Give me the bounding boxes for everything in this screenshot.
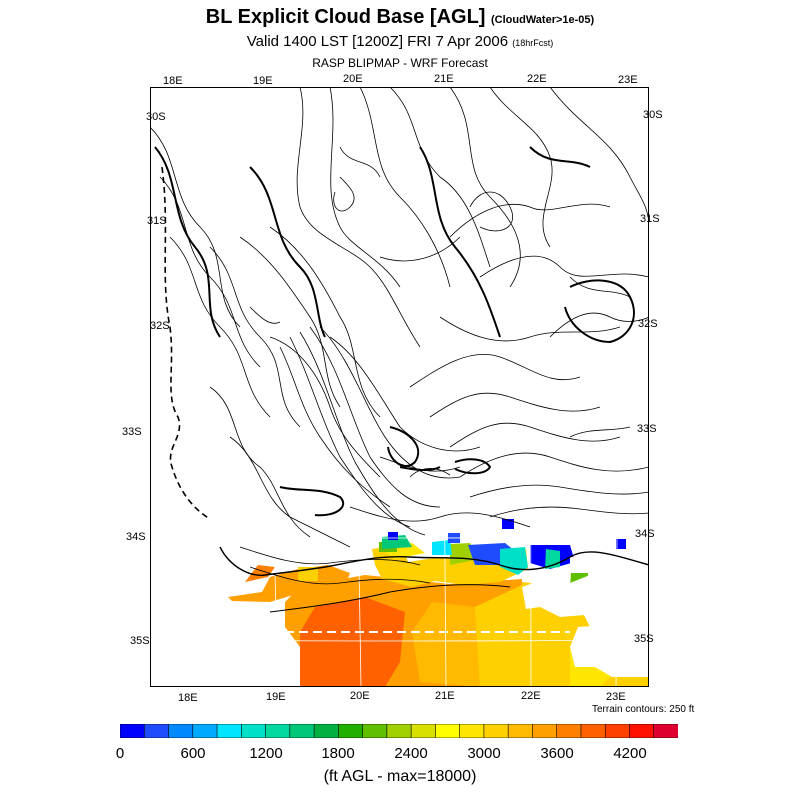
colorbar-swatch — [143, 724, 170, 738]
lon-bottom-22e: 22E — [521, 690, 541, 702]
colorbar-swatch — [386, 724, 412, 738]
dashed-contours — [161, 166, 211, 520]
colorbar-swatch — [483, 724, 509, 738]
lon-top-23e: 23E — [618, 74, 638, 86]
lat-left-33s: 33S — [122, 426, 142, 438]
colorbar-swatch — [459, 724, 485, 738]
forecast-map — [150, 87, 649, 687]
colorbar-swatch — [289, 724, 315, 738]
colorbar-swatch — [265, 724, 291, 738]
colorbar-swatch — [653, 724, 678, 738]
colorbar-swatch — [313, 724, 339, 738]
lon-bottom-21e: 21E — [435, 690, 455, 702]
colorbar-swatch — [192, 724, 218, 738]
lon-top-22e: 22E — [527, 73, 547, 85]
lon-top-20e: 20E — [343, 73, 363, 85]
source-label: RASP BLIPMAP - WRF Forecast — [312, 56, 488, 70]
colorbar-swatch — [168, 724, 194, 738]
lon-top-19e: 19E — [253, 75, 273, 87]
valid-note: (18hrFcst) — [512, 38, 554, 48]
lon-top-18e: 18E — [163, 75, 183, 87]
bold-contours — [154, 146, 635, 517]
lat-left-35s: 35S — [130, 635, 150, 647]
lat-right-34s: 34S — [635, 528, 655, 540]
lat-right-31s: 31S — [640, 213, 660, 225]
no-cloud-areas — [522, 557, 649, 677]
valid-time: Valid 1400 LST [1200Z] FRI 7 Apr 2006 (1… — [0, 33, 800, 50]
lon-bottom-19e: 19E — [266, 691, 286, 703]
lat-right-30s: 30S — [643, 109, 663, 121]
lat-left-31s: 31S — [147, 215, 167, 227]
lat-right-35s: 35S — [634, 633, 654, 645]
colorbar-label-3600: 3600 — [540, 745, 574, 762]
colorbar-label-600: 600 — [180, 745, 206, 762]
colorbar-label-3000: 3000 — [467, 745, 501, 762]
colorbar-swatch — [216, 724, 242, 738]
map-frame — [150, 87, 649, 687]
chart-title: BL Explicit Cloud Base [AGL] (CloudWater… — [0, 6, 800, 29]
title-text: BL Explicit Cloud Base [AGL] — [205, 6, 486, 28]
colorbar-label-4200: 4200 — [613, 745, 647, 762]
colorbar-swatch — [532, 724, 558, 738]
lat-left-30s: 30S — [146, 111, 166, 123]
colorbar-swatch — [580, 724, 606, 738]
colorbar-swatch — [120, 724, 145, 738]
lat-left-34s: 34S — [126, 531, 146, 543]
terrain-contours — [150, 87, 649, 585]
colorbar-swatch — [338, 724, 364, 738]
colorbar-swatch — [507, 724, 534, 738]
valid-text: Valid 1400 LST [1200Z] FRI 7 Apr 2006 — [246, 33, 509, 50]
colorbar-swatch — [241, 724, 267, 738]
colorbar-swatch — [410, 724, 436, 738]
color-bar — [120, 724, 678, 738]
colorbar-swatch — [362, 724, 388, 738]
lon-bottom-23e: 23E — [606, 691, 626, 703]
lon-top-21e: 21E — [434, 73, 454, 85]
colorbar-label-2400: 2400 — [394, 745, 428, 762]
terrain-note: Terrain contours: 250 ft — [592, 704, 695, 715]
colorbar-label-0: 0 — [115, 745, 125, 762]
title-note: (CloudWater>1e-05) — [491, 14, 595, 26]
colorbar-label-1800: 1800 — [321, 745, 355, 762]
lat-left-32s: 32S — [150, 320, 170, 332]
coastline — [219, 546, 649, 613]
lon-bottom-20e: 20E — [350, 690, 370, 702]
colorbar-swatch — [604, 724, 631, 738]
lon-bottom-18e: 18E — [178, 692, 198, 704]
colorbar-label-1200: 1200 — [249, 745, 283, 762]
lat-right-32s: 32S — [638, 318, 658, 330]
colorbar-swatch — [629, 724, 655, 738]
colorbar-swatch — [556, 724, 582, 738]
colorbar-units: (ft AGL - max=18000) — [323, 768, 477, 785]
colorbar-swatch — [435, 724, 461, 738]
lat-right-33s: 33S — [637, 423, 657, 435]
